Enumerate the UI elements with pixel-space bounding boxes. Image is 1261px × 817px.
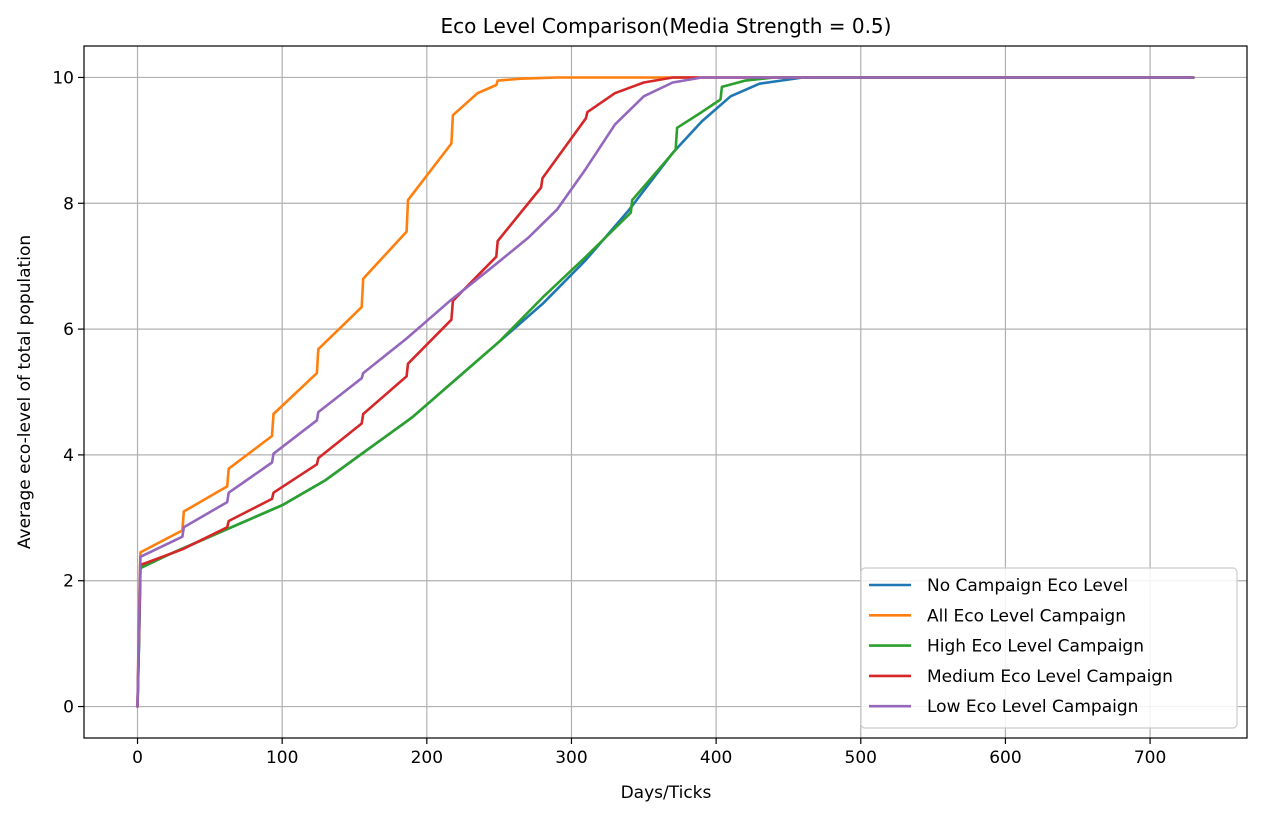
legend: No Campaign Eco Level All Eco Level Campa…	[860, 567, 1238, 729]
legend-entry: All Eco Level Campaign	[927, 606, 1126, 626]
x-tick-label: 0	[132, 748, 143, 768]
series-lines	[136, 76, 1195, 708]
plot-frame	[83, 45, 1248, 739]
x-tick-label: 500	[845, 748, 877, 768]
series-line-5	[136, 76, 1195, 708]
x-tick-label: 600	[989, 748, 1021, 768]
x-tick-label: 200	[411, 748, 443, 768]
x-axis-label: Days/Ticks	[621, 783, 712, 803]
y-axis-label: Average eco-level of total population	[15, 235, 35, 549]
x-tick-label: 300	[555, 748, 587, 768]
legend-box	[860, 567, 1238, 729]
legend-entry: Medium Eco Level Campaign	[927, 667, 1173, 687]
axis-ticks: 0 100 200 300 400 500 600 700 0 2 4 6 8 10	[52, 68, 1166, 768]
y-tick-label: 6	[63, 320, 74, 340]
legend-entry: No Campaign Eco Level	[927, 576, 1128, 596]
chart-title: Eco Level Comparison(Media Strength = 0.…	[441, 14, 892, 38]
legend-entry: Low Eco Level Campaign	[927, 697, 1138, 717]
series-line-2	[136, 76, 1195, 708]
x-tick-label: 700	[1134, 748, 1166, 768]
y-tick-label: 4	[63, 446, 74, 466]
x-tick-label: 100	[266, 748, 298, 768]
y-tick-label: 10	[52, 68, 74, 88]
x-tick-label: 400	[700, 748, 732, 768]
y-tick-label: 0	[63, 698, 74, 718]
y-tick-label: 8	[63, 194, 74, 214]
series-line-4	[136, 76, 1195, 708]
legend-entry: High Eco Level Campaign	[927, 637, 1144, 657]
y-tick-label: 2	[63, 572, 74, 592]
